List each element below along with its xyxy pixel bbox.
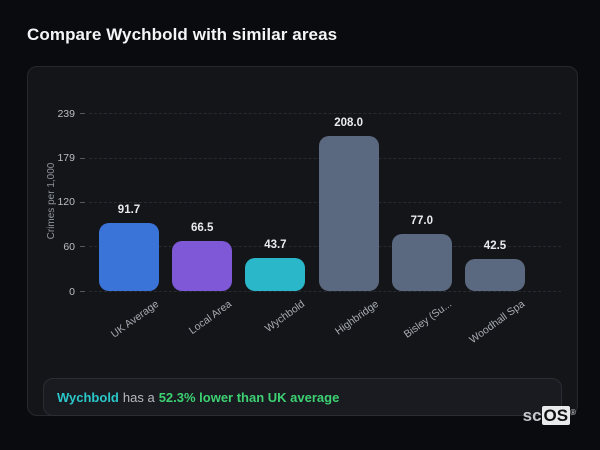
chart-panel: Crimes per 1,000 0 60 120 179 239 91.7 UK Aver…: [27, 66, 578, 416]
summary-area-name: Wychbold: [57, 390, 119, 405]
logo-prefix: sc: [522, 406, 542, 425]
bar-chart: 0 60 120 179 239 91.7 UK Average 66.5 Local Area…: [28, 67, 577, 415]
registered-mark-icon: ®: [570, 408, 576, 417]
bar-woodhall-spa[interactable]: [465, 259, 525, 291]
bar-value-label: 42.5: [483, 240, 507, 253]
summary-connector: has a: [122, 390, 155, 405]
bar-value-label: 91.7: [117, 203, 141, 216]
y-tick-mark: [80, 113, 85, 114]
bar-highbridge[interactable]: [318, 136, 379, 291]
scos-logo: sc OS ®: [523, 406, 576, 426]
y-tick-mark: [80, 291, 85, 292]
bar-value-label: 66.5: [190, 222, 214, 235]
bar-value-label: 43.7: [264, 239, 287, 252]
y-tick-mark: [80, 246, 85, 248]
y-tick-label: 179: [57, 152, 75, 165]
bar-wychbold[interactable]: [245, 258, 306, 291]
bar-local-area[interactable]: [172, 241, 233, 291]
y-tick-label: 239: [57, 107, 75, 120]
gridline: [89, 291, 561, 292]
logo-suffix: OS: [541, 406, 571, 425]
bar-bisley-su-[interactable]: [391, 233, 452, 291]
y-tick-label: 60: [63, 240, 75, 253]
bar-value-label: 77.0: [410, 214, 433, 227]
summary-stat: 52.3% lower than UK average: [158, 390, 340, 405]
gridline: [89, 113, 561, 114]
summary-note: Wychbold has a 52.3% lower than UK average: [43, 378, 562, 416]
page-title: Compare Wychbold with similar areas: [27, 25, 338, 44]
y-tick-label: 0: [69, 285, 75, 298]
bar-value-label: 208.0: [334, 117, 363, 130]
bar-uk-average[interactable]: [99, 222, 159, 291]
y-tick-mark: [80, 201, 85, 203]
y-tick-label: 120: [57, 196, 75, 209]
y-tick-mark: [80, 157, 85, 159]
